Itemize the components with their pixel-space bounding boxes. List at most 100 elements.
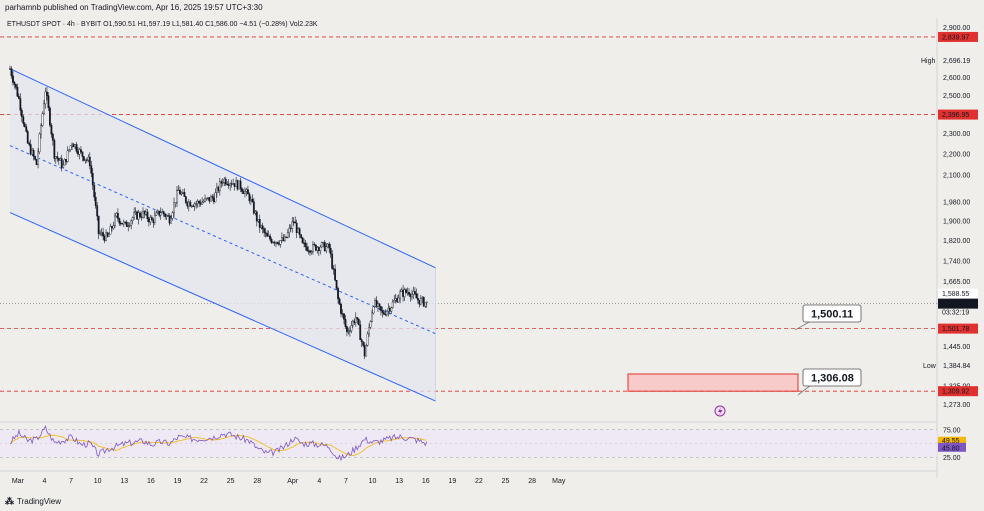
price-callout-1[interactable]: 1,306.08 — [797, 368, 862, 396]
candle-body-138 — [213, 197, 215, 203]
rsi-value-tag-bg — [938, 442, 966, 452]
candle-body-10 — [23, 123, 26, 127]
candle-body-180 — [275, 241, 277, 244]
symbol-legend: ETHUSDT SPOT · 4h · BYBIT O1,590.51 H1,5… — [7, 21, 318, 28]
candle-body-95 — [149, 217, 152, 223]
candle-body-60 — [97, 215, 100, 234]
candle-body-155 — [238, 180, 240, 190]
candle-body-264 — [399, 291, 402, 299]
candle-body-143 — [220, 181, 223, 184]
candle-body-221 — [335, 280, 338, 289]
ohlc-values: O1,590.51 H1,597.19 L1,581.40 C1,586.00 … — [103, 21, 318, 28]
candle-body-24 — [44, 91, 47, 105]
rsi-level-label-1: 25.00 — [943, 455, 961, 462]
candle-body-199 — [303, 242, 305, 244]
channel-upper-line[interactable] — [9, 68, 436, 269]
candle-body-88 — [139, 212, 141, 217]
candle-body-223 — [338, 298, 341, 305]
callout-box-1[interactable] — [802, 368, 862, 387]
symbol-name[interactable]: ETHUSDT SPOT · 4h · BYBIT — [7, 21, 102, 28]
price-axis-layer[interactable]: 2,900.00 2,600.00 2,500.00 2,300.00 2,200.00… — [921, 25, 978, 462]
channel-lower-line[interactable] — [9, 212, 436, 402]
time-tick-label-16: 19 — [448, 478, 456, 485]
candle-body-41 — [69, 145, 72, 150]
candle-body-80 — [127, 225, 130, 227]
candle-body-72 — [115, 212, 118, 217]
candle-body-250 — [378, 303, 381, 307]
candle-body-176 — [269, 235, 271, 240]
candle-body-67 — [108, 233, 110, 237]
candle-body-28 — [50, 124, 53, 135]
candle-body-65 — [105, 232, 107, 241]
candle-body-154 — [236, 180, 239, 190]
candle-body-114 — [177, 189, 180, 192]
level-tag-3: 1,309.92 — [942, 389, 969, 396]
candle-body-249 — [377, 303, 379, 307]
candle-body-245 — [371, 312, 373, 322]
low-label: Low — [923, 363, 937, 370]
candle-body-212 — [322, 242, 325, 244]
candle-body-25 — [46, 91, 48, 96]
candle-body-233 — [353, 320, 356, 323]
candle-body-5 — [16, 87, 19, 97]
candle-body-107 — [167, 215, 170, 217]
time-tick-label-7: 22 — [200, 478, 208, 485]
candle-body-97 — [152, 219, 155, 223]
candle-body-74 — [118, 218, 121, 224]
callout-pointer-1 — [797, 384, 812, 396]
time-tick-label-11: 4 — [317, 478, 321, 485]
lightning-icon[interactable] — [714, 405, 726, 417]
time-axis-layer[interactable]: Mar 4 7 10 13 16 19 22 25 28 Apr 4 7 10 13 16 19 22 25 28 Ma… — [12, 478, 566, 485]
candle-body-55 — [90, 165, 93, 174]
candle-body-69 — [111, 226, 113, 229]
candle-body-102 — [159, 212, 162, 216]
candle-body-218 — [331, 253, 334, 269]
channel-layer[interactable] — [9, 68, 799, 402]
candle-body-153 — [235, 180, 237, 187]
candle-body-202 — [307, 250, 310, 252]
candle-body-105 — [164, 213, 167, 217]
candle-body-272 — [411, 293, 413, 298]
candle-body-112 — [174, 202, 177, 204]
candle-body-257 — [388, 307, 391, 312]
candle-body-163 — [249, 199, 252, 202]
callouts-layer[interactable]: 1,500.11 1,306.08 — [794, 304, 862, 396]
candle-body-192 — [292, 221, 295, 223]
candle-body-179 — [273, 241, 276, 244]
price-tick-label-6: 1,980.00 — [943, 200, 970, 207]
candle-body-164 — [251, 199, 254, 202]
candle-body-16 — [32, 150, 35, 157]
candle-body-11 — [25, 126, 28, 132]
candle-body-263 — [397, 297, 400, 303]
candle-body-42 — [71, 143, 73, 146]
candle-body-186 — [283, 236, 286, 241]
candle-body-222 — [337, 288, 339, 300]
candle-body-134 — [207, 197, 209, 199]
candle-body-129 — [199, 202, 202, 205]
candle-body-75 — [119, 222, 122, 225]
candle-body-271 — [409, 294, 412, 298]
candle-body-33 — [57, 158, 60, 161]
candle-body-84 — [133, 212, 136, 219]
candle-body-64 — [103, 235, 106, 241]
tradingview-footer[interactable]: ⁂ TradingView — [5, 496, 61, 507]
candle-body-66 — [106, 232, 109, 237]
candle-body-118 — [183, 192, 186, 197]
time-tick-label-10: Apr — [287, 478, 299, 485]
demand-zone[interactable] — [627, 373, 799, 392]
candle-body-0 — [9, 68, 11, 70]
candle-body-104 — [162, 211, 165, 215]
callout-box-0[interactable] — [802, 304, 862, 323]
candle-body-87 — [137, 212, 140, 220]
candle-body-178 — [272, 241, 274, 244]
price-callout-0[interactable]: 1,500.11 — [794, 304, 862, 331]
tradingview-brand: TradingView — [17, 497, 62, 506]
candle-body-2 — [12, 75, 14, 83]
candle-body-150 — [230, 183, 233, 185]
candle-body-35 — [60, 158, 63, 168]
candle-body-94 — [148, 218, 150, 223]
candle-body-189 — [288, 227, 291, 233]
candle-body-169 — [258, 219, 261, 228]
candle-body-234 — [354, 317, 357, 323]
